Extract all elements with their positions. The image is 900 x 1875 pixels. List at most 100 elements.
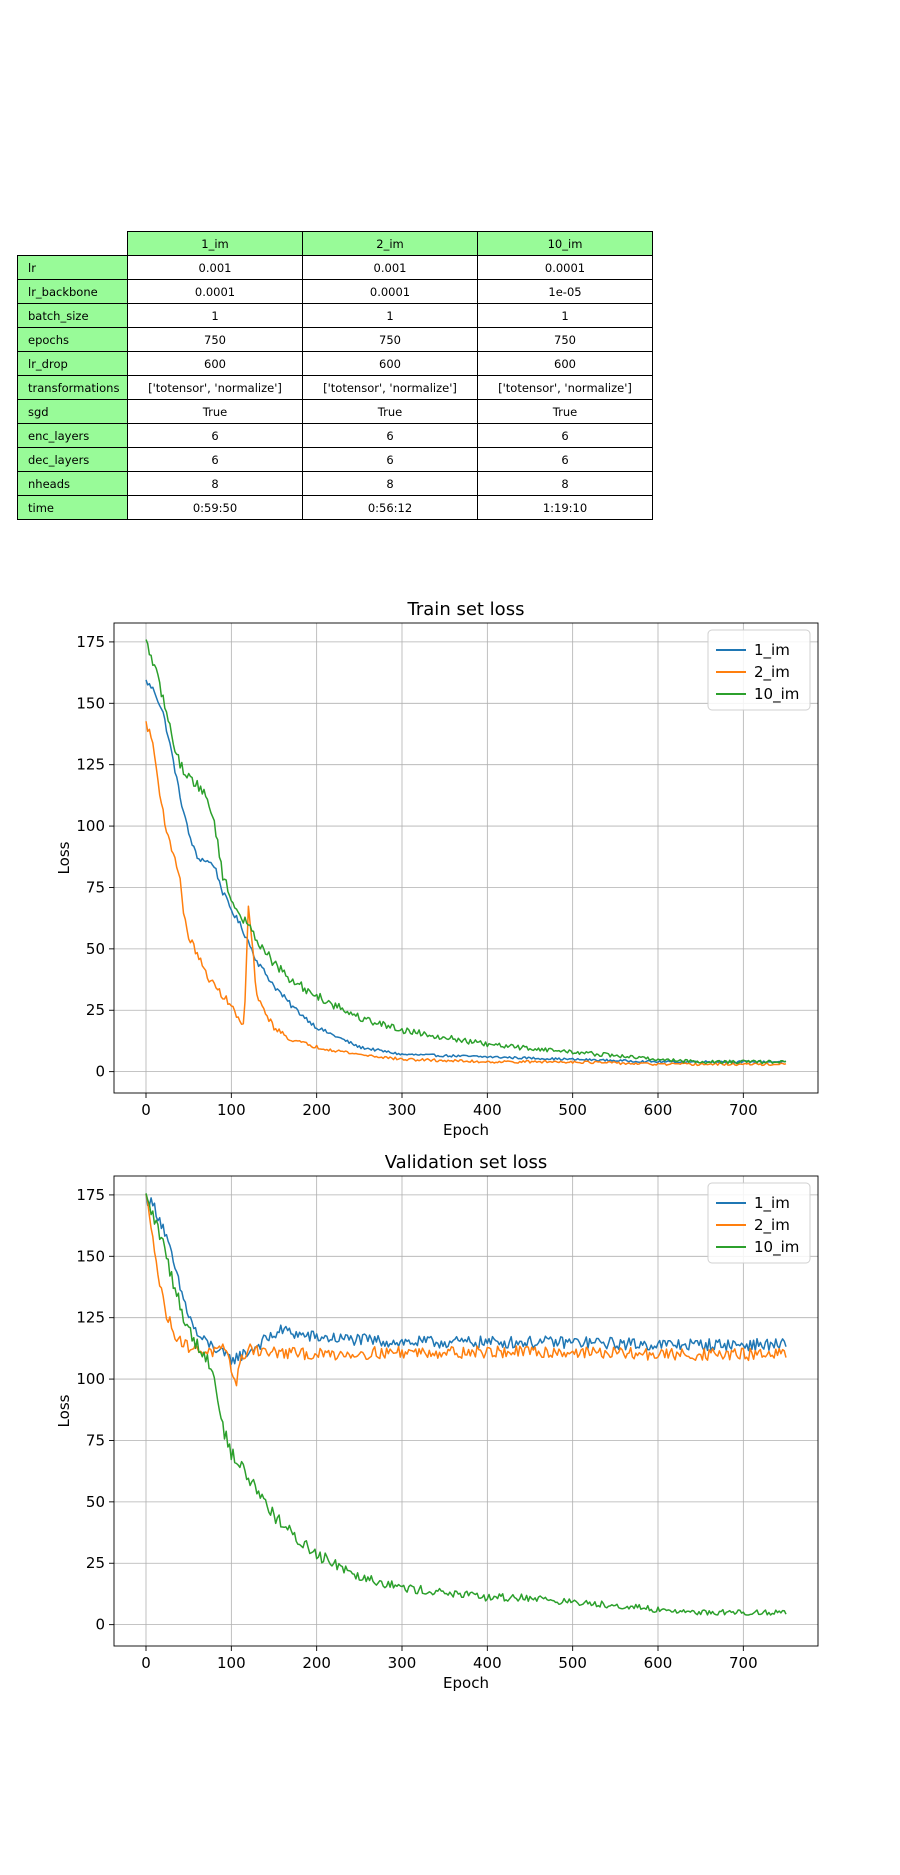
- table-cell: 1: [127, 303, 303, 328]
- table-cell: 8: [302, 471, 478, 496]
- y-tick-label: 0: [95, 1063, 105, 1081]
- table-cell: True: [477, 399, 653, 424]
- x-tick-label: 500: [558, 1101, 587, 1119]
- x-tick-label: 400: [473, 1101, 502, 1119]
- series-line-2_im: [145, 721, 787, 1067]
- table-cell: 0.001: [302, 255, 478, 280]
- table-corner: [18, 232, 128, 256]
- grid: [114, 623, 818, 1093]
- row-header-nheads: nheads: [17, 471, 128, 496]
- y-tick-label: 25: [86, 1554, 105, 1572]
- row-header-epochs: epochs: [17, 327, 128, 352]
- table-cell: 750: [302, 327, 478, 352]
- y-axis-label: Loss: [55, 841, 73, 874]
- row-header-batch_size: batch_size: [17, 303, 128, 328]
- table-row: batch_size 1 1 1: [17, 303, 653, 328]
- table-cell: ['totensor', 'normalize']: [127, 375, 303, 400]
- row-header-enc_layers: enc_layers: [17, 423, 128, 448]
- table-cell: 1: [302, 303, 478, 328]
- x-tick-label: 300: [388, 1654, 417, 1672]
- chart-title: Train set loss: [407, 599, 525, 620]
- row-header-dec_layers: dec_layers: [17, 447, 128, 472]
- chart-title: Validation set loss: [385, 1152, 548, 1173]
- y-tick-label: 100: [76, 1370, 105, 1388]
- table-cell: True: [127, 399, 303, 424]
- x-tick-label: 100: [217, 1101, 246, 1119]
- x-tick-label: 0: [141, 1654, 151, 1672]
- table-cell: 0:59:50: [127, 495, 303, 520]
- table-row: transformations ['totensor', 'normalize']…: [17, 375, 653, 400]
- table-cell: 8: [127, 471, 303, 496]
- y-tick-label: 75: [86, 878, 105, 896]
- table-cell: 6: [302, 447, 478, 472]
- grid: [114, 1176, 818, 1646]
- hyperparameter-table: 1_im 2_im 10_im lr 0.001 0.001 0.0001 lr_backbo…: [17, 231, 653, 520]
- axes-frame: [113, 622, 819, 1094]
- legend-label-2_im: 2_im: [754, 1216, 790, 1235]
- x-tick-label: 600: [644, 1101, 673, 1119]
- table-cell: 600: [477, 351, 653, 376]
- legend-label-10_im: 10_im: [754, 1238, 799, 1257]
- y-tick-label: 0: [95, 1616, 105, 1634]
- table-row: time 0:59:50 0:56:12 1:19:10: [17, 495, 653, 520]
- table-cell: 1: [477, 303, 653, 328]
- table-cell: 0.001: [127, 255, 303, 280]
- table-header-row: 1_im 2_im 10_im: [18, 231, 653, 256]
- row-header-time: time: [17, 495, 128, 520]
- table-cell: 0.0001: [477, 255, 653, 280]
- x-tick-label: 600: [644, 1654, 673, 1672]
- y-tick-label: 50: [86, 1493, 105, 1511]
- row-header-transformations: transformations: [17, 375, 128, 400]
- x-tick-label: 200: [302, 1654, 331, 1672]
- axes-frame: [113, 1175, 819, 1647]
- x-tick-label: 400: [473, 1654, 502, 1672]
- legend-label-10_im: 10_im: [754, 685, 799, 704]
- table-cell: ['totensor', 'normalize']: [302, 375, 478, 400]
- table-row: nheads 8 8 8: [17, 471, 653, 496]
- column-header-2_im: 2_im: [302, 231, 478, 256]
- table-cell: 0.0001: [302, 279, 478, 304]
- table-cell: 6: [302, 423, 478, 448]
- table-cell: 750: [477, 327, 653, 352]
- x-tick-label: 500: [558, 1654, 587, 1672]
- y-tick-label: 150: [76, 694, 105, 712]
- legend-label-1_im: 1_im: [754, 641, 790, 660]
- y-tick-label: 75: [86, 1431, 105, 1449]
- series-line-1_im: [145, 1194, 787, 1365]
- y-tick-label: 125: [76, 1309, 105, 1327]
- legend-label-2_im: 2_im: [754, 663, 790, 682]
- x-tick-label: 700: [729, 1101, 758, 1119]
- table-row: dec_layers 6 6 6: [17, 447, 653, 472]
- y-tick-label: 175: [76, 1186, 105, 1204]
- table-cell: 8: [477, 471, 653, 496]
- x-axis-label: Epoch: [443, 1121, 489, 1139]
- table-cell: ['totensor', 'normalize']: [477, 375, 653, 400]
- y-tick-label: 50: [86, 940, 105, 958]
- series-line-10_im: [145, 1193, 787, 1616]
- x-tick-label: 200: [302, 1101, 331, 1119]
- x-tick-label: 0: [141, 1101, 151, 1119]
- series-line-10_im: [145, 639, 787, 1065]
- train-loss-chart: 0 100 200 300 400 500 600 700 0 25 50 75 100 125 150 17…: [55, 599, 819, 1139]
- table-cell: 600: [127, 351, 303, 376]
- row-header-lr: lr: [17, 255, 128, 280]
- table-cell: 0:56:12: [302, 495, 478, 520]
- column-header-1_im: 1_im: [127, 231, 303, 256]
- row-header-lr_backbone: lr_backbone: [17, 279, 128, 304]
- y-tick-label: 150: [76, 1247, 105, 1265]
- validation-loss-chart: 0 100 200 300 400 500 600 700 0 25 50 75 100 125 150 17…: [55, 1152, 819, 1692]
- legend: 1_im 2_im 10_im: [707, 1182, 811, 1264]
- table-cell: 6: [127, 423, 303, 448]
- series-line-2_im: [145, 1193, 787, 1387]
- legend-label-1_im: 1_im: [754, 1194, 790, 1213]
- table-row: sgd True True True: [17, 399, 653, 424]
- row-header-sgd: sgd: [17, 399, 128, 424]
- column-header-10_im: 10_im: [477, 231, 653, 256]
- table-cell: 1:19:10: [477, 495, 653, 520]
- y-tick-label: 125: [76, 756, 105, 774]
- table-cell: 750: [127, 327, 303, 352]
- table-cell: True: [302, 399, 478, 424]
- table-cell: 6: [477, 447, 653, 472]
- table-cell: 0.0001: [127, 279, 303, 304]
- series-line-1_im: [145, 679, 787, 1064]
